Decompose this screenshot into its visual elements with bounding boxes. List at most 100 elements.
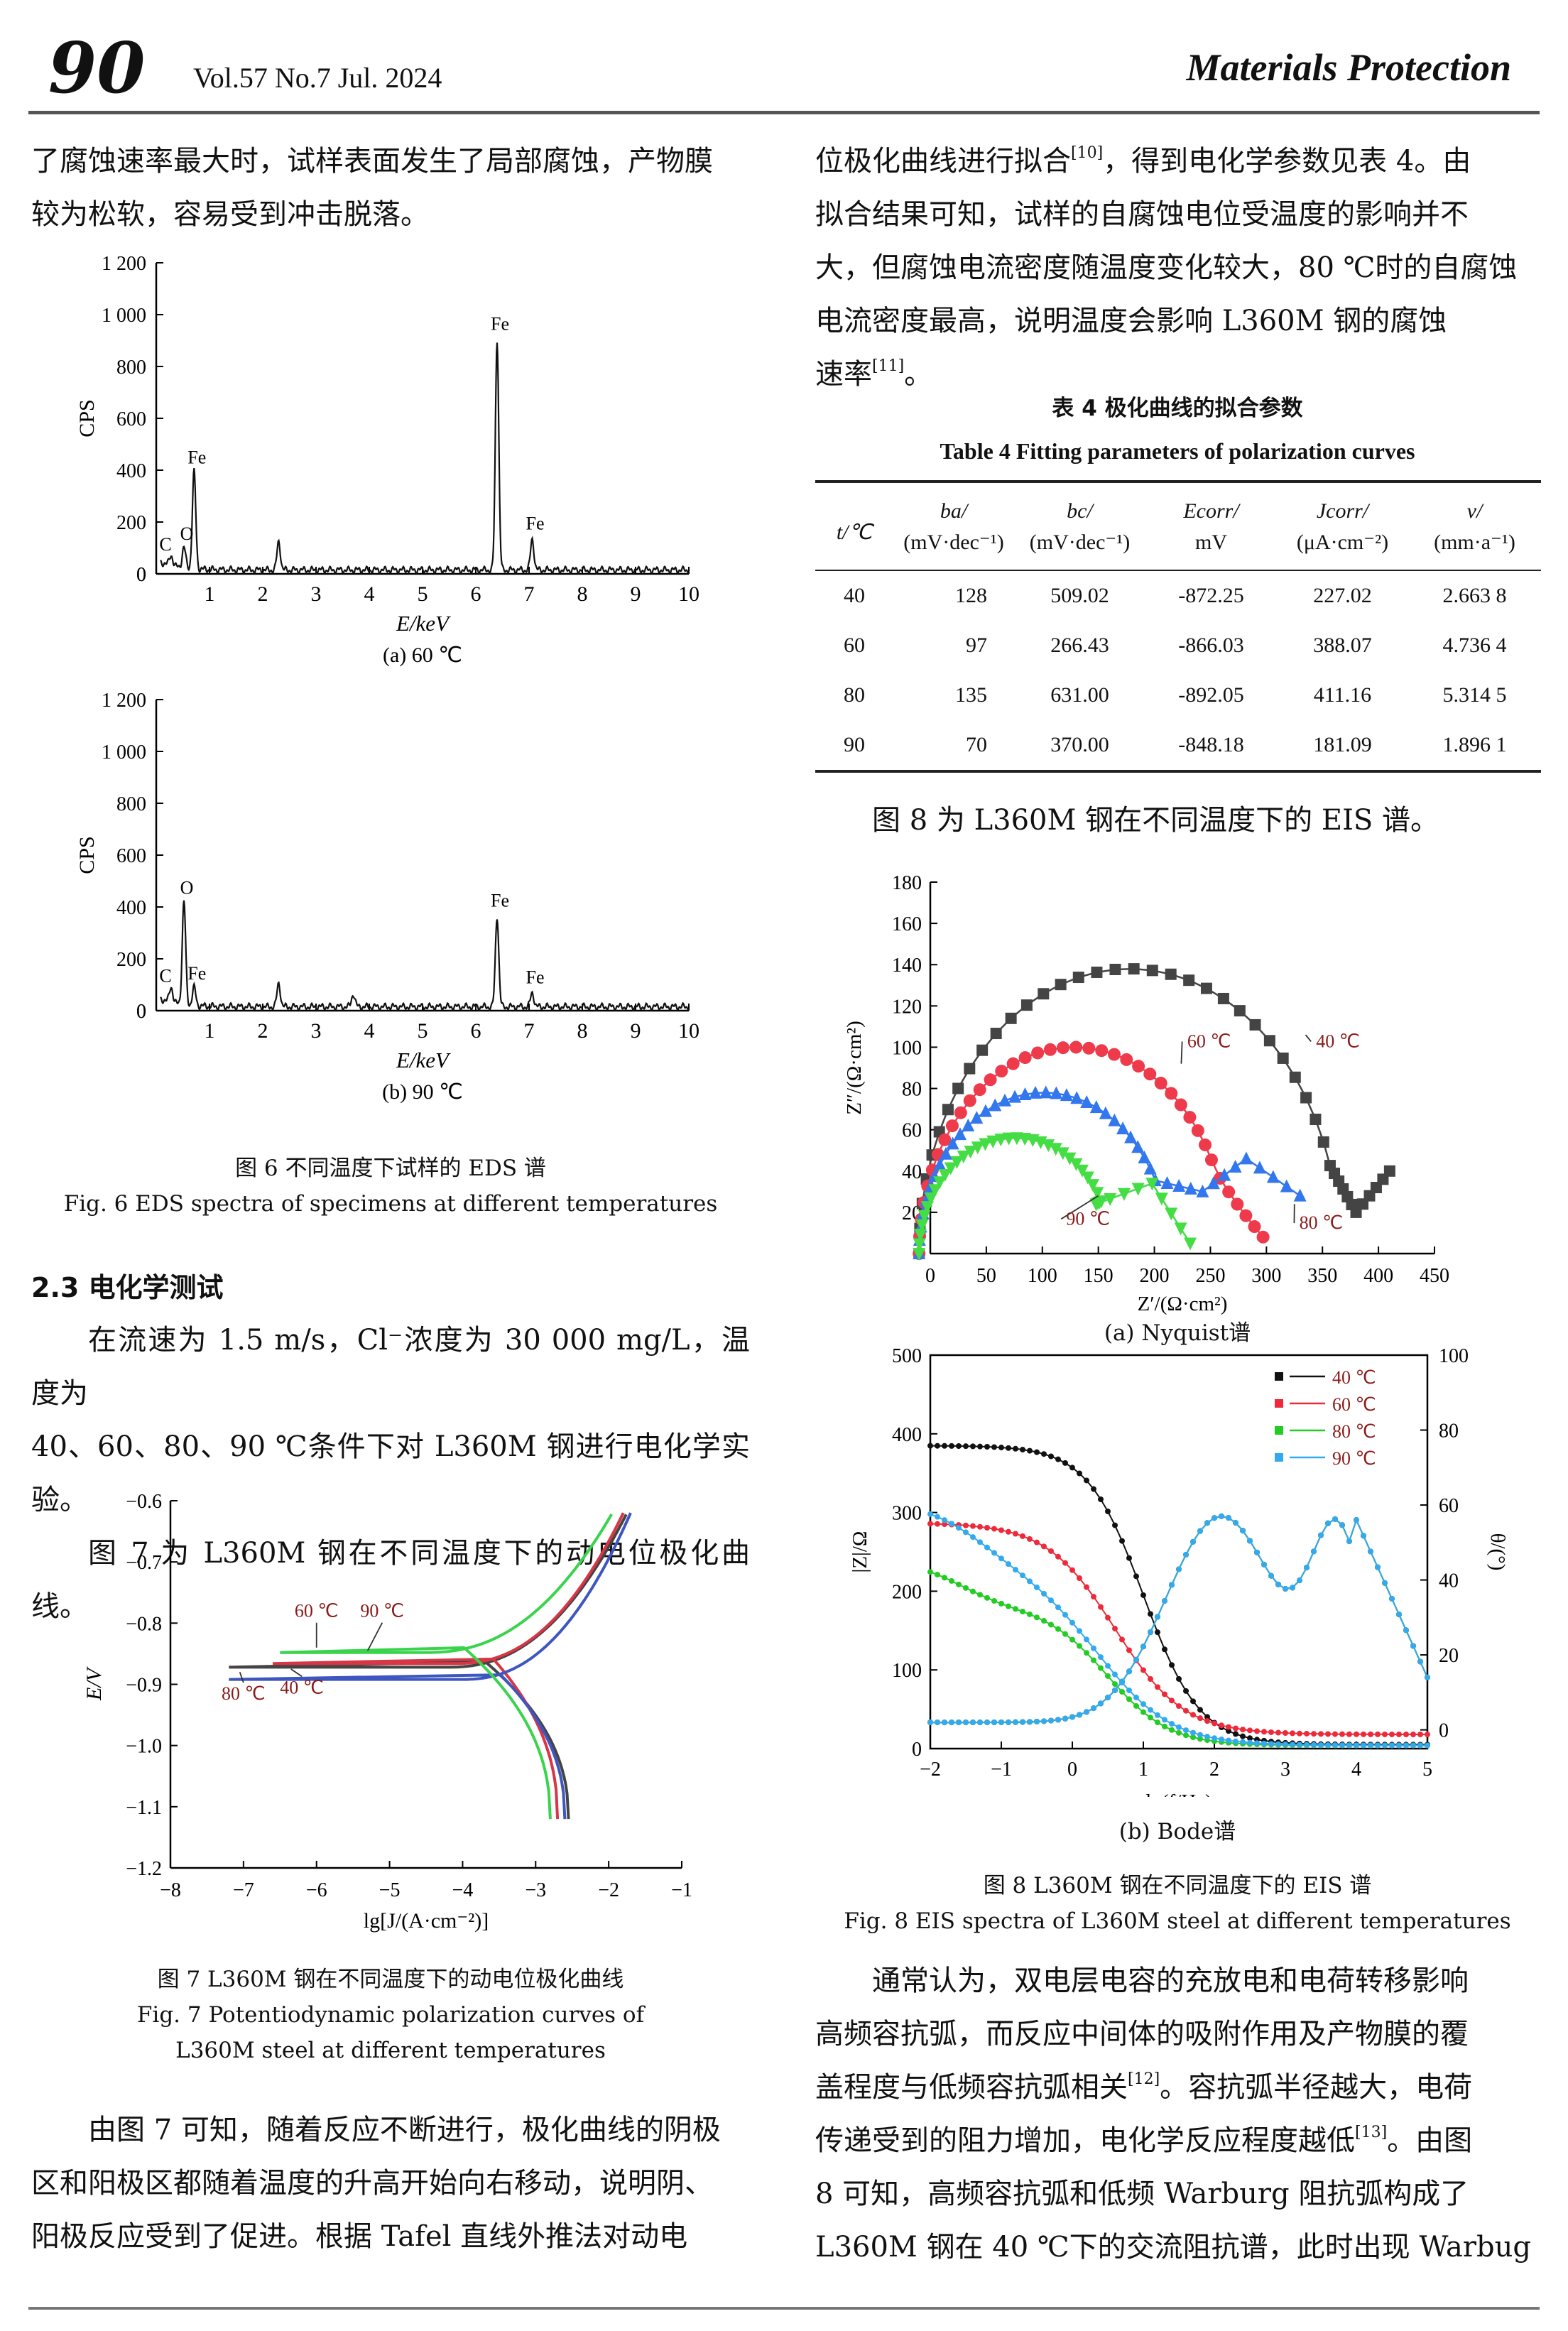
y-tick-label: −0.9 [126, 1675, 162, 1697]
chart-subtitle: (b) 90 ℃ [382, 1080, 463, 1104]
data-point [1234, 1005, 1246, 1017]
data-point [1253, 1161, 1266, 1174]
peak-label: Fe [526, 967, 545, 987]
data-point [991, 1597, 997, 1604]
data-point [1212, 1515, 1217, 1521]
data-point [1043, 1043, 1057, 1056]
data-point [935, 1572, 940, 1578]
data-point [1091, 966, 1103, 978]
data-point [1325, 1742, 1331, 1749]
data-point [1162, 1717, 1167, 1723]
data-point [1162, 1598, 1167, 1604]
x-tick-label: −4 [452, 1879, 474, 1901]
x-tick-label: 400 [1363, 1265, 1393, 1287]
x-tick-label: 250 [1195, 1265, 1225, 1287]
data-point [946, 1136, 959, 1150]
data-point [1297, 1577, 1302, 1584]
data-point [1069, 1465, 1075, 1471]
data-point [1013, 1531, 1018, 1537]
data-point [1020, 1609, 1025, 1615]
fig8-caption-cn: 图 8 L360M 钢在不同温度下的 EIS 谱 [983, 1873, 1372, 1898]
data-point [1233, 1520, 1238, 1526]
x-tick-label: 1 [1138, 1759, 1148, 1781]
peak-label: O [180, 877, 194, 898]
data-point [1368, 1548, 1373, 1555]
data-point [1034, 1718, 1040, 1724]
series-label: 80 ℃ [222, 1683, 266, 1704]
data-point [1098, 1700, 1104, 1707]
x-tick-label: 9 [631, 582, 641, 606]
data-point [963, 1443, 969, 1450]
data-point [971, 1141, 984, 1155]
data-point [1126, 1647, 1132, 1653]
citation-10: [10] [1071, 144, 1104, 162]
data-point [1169, 1662, 1175, 1668]
fig6-caption-cn: 图 6 不同温度下试样的 EDS 谱 [235, 1156, 546, 1181]
data-point [1304, 1730, 1310, 1737]
y-tick-label: 600 [116, 408, 146, 430]
x-tick-label: −1 [991, 1759, 1012, 1781]
data-point [1034, 1614, 1040, 1621]
data-point [1104, 1193, 1117, 1207]
y-tick-label: 0 [912, 1739, 922, 1761]
x-tick-label: 4 [364, 582, 375, 606]
data-point [1105, 1508, 1111, 1514]
data-point [1196, 1184, 1209, 1197]
data-point [927, 1511, 933, 1517]
peak-label: C [159, 534, 171, 555]
x-tick-label: 450 [1420, 1265, 1449, 1287]
data-point [1176, 1566, 1182, 1572]
data-point [915, 1219, 929, 1232]
x-tick-label: −2 [920, 1759, 941, 1781]
data-point [1318, 1742, 1324, 1749]
data-point [1183, 1111, 1197, 1124]
data-point [977, 1523, 983, 1530]
data-point [1233, 1725, 1238, 1732]
citation-12: [12] [1128, 2070, 1160, 2088]
left-intro-paragraph: 了腐蚀速率最大时，试样表面发生了局部腐蚀，产物膜 较为松软，容易受到冲击脱落。 [31, 145, 713, 231]
fig6-caption-en: Fig. 6 EDS spectra of specimens at diffe… [63, 1191, 718, 1217]
y2-tick-label: 60 [1439, 1495, 1459, 1517]
data-point [1041, 1451, 1047, 1457]
data-point [1183, 1707, 1189, 1714]
x-tick-label: 4 [364, 1019, 375, 1043]
data-point [1013, 1606, 1018, 1612]
data-point [956, 1525, 962, 1531]
y-tick-label: 0 [136, 564, 146, 586]
data-point [1310, 1113, 1322, 1125]
right-paragraph-1: 位极化曲线进行拟合[10]，得到电化学参数见表 4。由 拟合结果可知，试样的自腐… [815, 144, 1518, 391]
data-point [1062, 1715, 1068, 1722]
data-point [1082, 1041, 1096, 1055]
data-point [1155, 1192, 1168, 1206]
y-tick-label: 200 [116, 512, 146, 534]
data-point [1266, 1170, 1280, 1183]
data-point [1403, 1742, 1409, 1749]
table-header: v/ [1466, 499, 1483, 523]
y2-tick-label: 40 [1439, 1570, 1459, 1592]
data-point [927, 1719, 933, 1726]
data-point [1318, 1731, 1324, 1737]
data-point [1013, 1567, 1018, 1573]
data-point [1027, 1719, 1033, 1725]
data-point [1077, 1628, 1082, 1634]
data-point [1077, 1643, 1082, 1649]
data-point [950, 1156, 964, 1169]
series-label: 90 ℃ [360, 1601, 404, 1621]
y-tick-label: −0.8 [126, 1613, 162, 1635]
data-point [1304, 1742, 1310, 1748]
y-tick-label: 0 [136, 1001, 146, 1023]
data-point [1055, 1456, 1061, 1462]
data-point [1105, 1695, 1111, 1701]
data-point [1027, 1578, 1033, 1585]
data-point [1162, 1691, 1167, 1697]
data-point [1080, 1094, 1094, 1108]
data-point [1055, 1717, 1061, 1723]
y2-tick-label: 80 [1439, 1420, 1459, 1442]
data-point [1098, 1496, 1104, 1502]
data-point [956, 1581, 962, 1587]
x-tick-label: 5 [418, 582, 428, 606]
data-point [1190, 1698, 1196, 1705]
data-point [1128, 963, 1140, 975]
table-header-unit: (mm·a⁻¹) [1434, 531, 1515, 554]
data-point [1095, 1044, 1109, 1058]
